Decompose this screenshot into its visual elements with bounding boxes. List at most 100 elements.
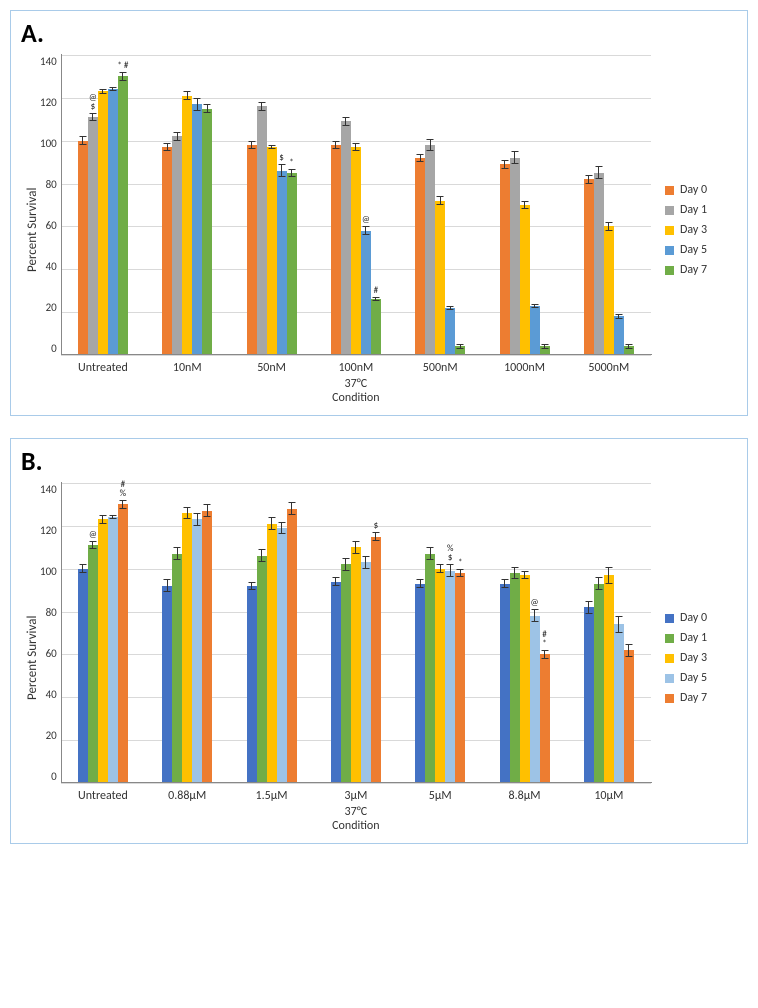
- bar: [520, 205, 530, 355]
- error-bar: [204, 104, 211, 113]
- y-tick-label: 100: [40, 137, 57, 150]
- error-bar: [119, 72, 126, 81]
- error-bar: [174, 547, 181, 560]
- legend-item: Day 5: [665, 243, 735, 257]
- annotation: # *: [542, 630, 546, 648]
- error-bar: [511, 151, 518, 164]
- category-label: 8.8µM: [482, 783, 566, 803]
- bar-wrap: $: [277, 55, 287, 355]
- bar: [172, 136, 182, 355]
- error-bar: [258, 549, 265, 562]
- legend-swatch: [665, 266, 674, 275]
- plot-b-wrap: @# %$% $*@# * Untreated0.88µM1.5µM3µM5µM…: [61, 483, 651, 833]
- bar: *: [287, 173, 297, 355]
- error-bar: [89, 113, 96, 122]
- legend-swatch: [665, 206, 674, 215]
- bar-wrap: [415, 483, 425, 783]
- y-axis-b: Percent Survival 140120100806040200: [23, 483, 61, 833]
- bar-group: [229, 483, 313, 783]
- bar-wrap: [257, 483, 267, 783]
- error-bar: [119, 500, 126, 509]
- error-bar: [417, 579, 424, 588]
- bar: [500, 584, 510, 783]
- error-bar: [184, 91, 191, 100]
- bar: [604, 575, 614, 783]
- y-tick-label: 0: [40, 342, 57, 355]
- bar: @ $: [88, 117, 98, 355]
- y-tick-label: 140: [40, 483, 57, 496]
- error-bar: [501, 579, 508, 588]
- bar-group: @ # *: [482, 483, 566, 783]
- bar-wrap: [435, 55, 445, 355]
- error-bar: [278, 164, 285, 177]
- bar: [594, 584, 604, 783]
- bar-wrap: % $: [445, 483, 455, 783]
- error-bar: [89, 541, 96, 550]
- category-label: 0.88µM: [145, 783, 229, 803]
- legend-item: Day 3: [665, 223, 735, 237]
- error-bar: [268, 145, 275, 149]
- error-bar: [248, 141, 255, 150]
- bar-group: $*: [229, 55, 313, 355]
- bar-group: [398, 55, 482, 355]
- chart-b-row: Percent Survival 140120100806040200 @# %…: [23, 483, 735, 833]
- bar-wrap: [108, 55, 118, 355]
- bar: [267, 524, 277, 783]
- bar: [530, 306, 540, 355]
- error-bar: [204, 504, 211, 517]
- y-tick-label: 20: [40, 301, 57, 314]
- error-bar: [372, 297, 379, 301]
- category-labels-b: Untreated0.88µM1.5µM3µM5µM8.8µM10µM: [61, 783, 651, 803]
- bar-group: [482, 55, 566, 355]
- y-tick-label: 80: [40, 606, 57, 619]
- error-bar: [109, 515, 116, 519]
- bar: [162, 147, 172, 355]
- bar-wrap: [594, 55, 604, 355]
- error-bar: [332, 141, 339, 150]
- bar-wrap: *: [455, 483, 465, 783]
- legend-swatch: [665, 226, 674, 235]
- annotation: @: [89, 530, 97, 539]
- legend-item: Day 7: [665, 263, 735, 277]
- bar-group: @# %: [61, 483, 145, 783]
- bar-wrap: [277, 483, 287, 783]
- bar-wrap: [287, 483, 297, 783]
- bar: [267, 147, 277, 355]
- legend-label: Day 5: [680, 671, 707, 685]
- error-bar: [288, 169, 295, 178]
- bar: [108, 89, 118, 355]
- bar: [341, 564, 351, 783]
- legend-swatch: [665, 246, 674, 255]
- bar: [584, 607, 594, 783]
- bar-wrap: [510, 483, 520, 783]
- bar-wrap: [530, 55, 540, 355]
- legend-swatch: [665, 674, 674, 683]
- bar-wrap: [78, 55, 88, 355]
- legend-label: Day 7: [680, 263, 707, 277]
- category-labels-a: Untreated10nM50nM100nM500nM1000nM5000nM: [61, 355, 651, 375]
- bar-group: [567, 483, 651, 783]
- error-bar: [437, 564, 444, 573]
- annotation: *: [289, 158, 293, 167]
- bar: [182, 513, 192, 783]
- bar-wrap: #: [371, 55, 381, 355]
- bar: [455, 346, 465, 355]
- y-tick-label: 40: [40, 260, 57, 273]
- bar-wrap: [604, 483, 614, 783]
- error-bar: [109, 87, 116, 91]
- error-bar: [79, 564, 86, 573]
- error-bar: [615, 616, 622, 633]
- bar-wrap: [267, 483, 277, 783]
- error-bar: [605, 222, 612, 231]
- y-tick-label: 20: [40, 729, 57, 742]
- error-bar: [595, 577, 602, 590]
- bar-wrap: [162, 483, 172, 783]
- x-axis-title-b: 37°C Condition: [61, 805, 651, 833]
- annotation: @: [362, 215, 370, 224]
- y-axis-title-b: Percent Survival: [23, 483, 40, 833]
- annotation: @: [531, 598, 539, 607]
- legend-item: Day 0: [665, 611, 735, 625]
- y-tick-label: 60: [40, 219, 57, 232]
- error-bar: [615, 314, 622, 318]
- bar: [415, 158, 425, 355]
